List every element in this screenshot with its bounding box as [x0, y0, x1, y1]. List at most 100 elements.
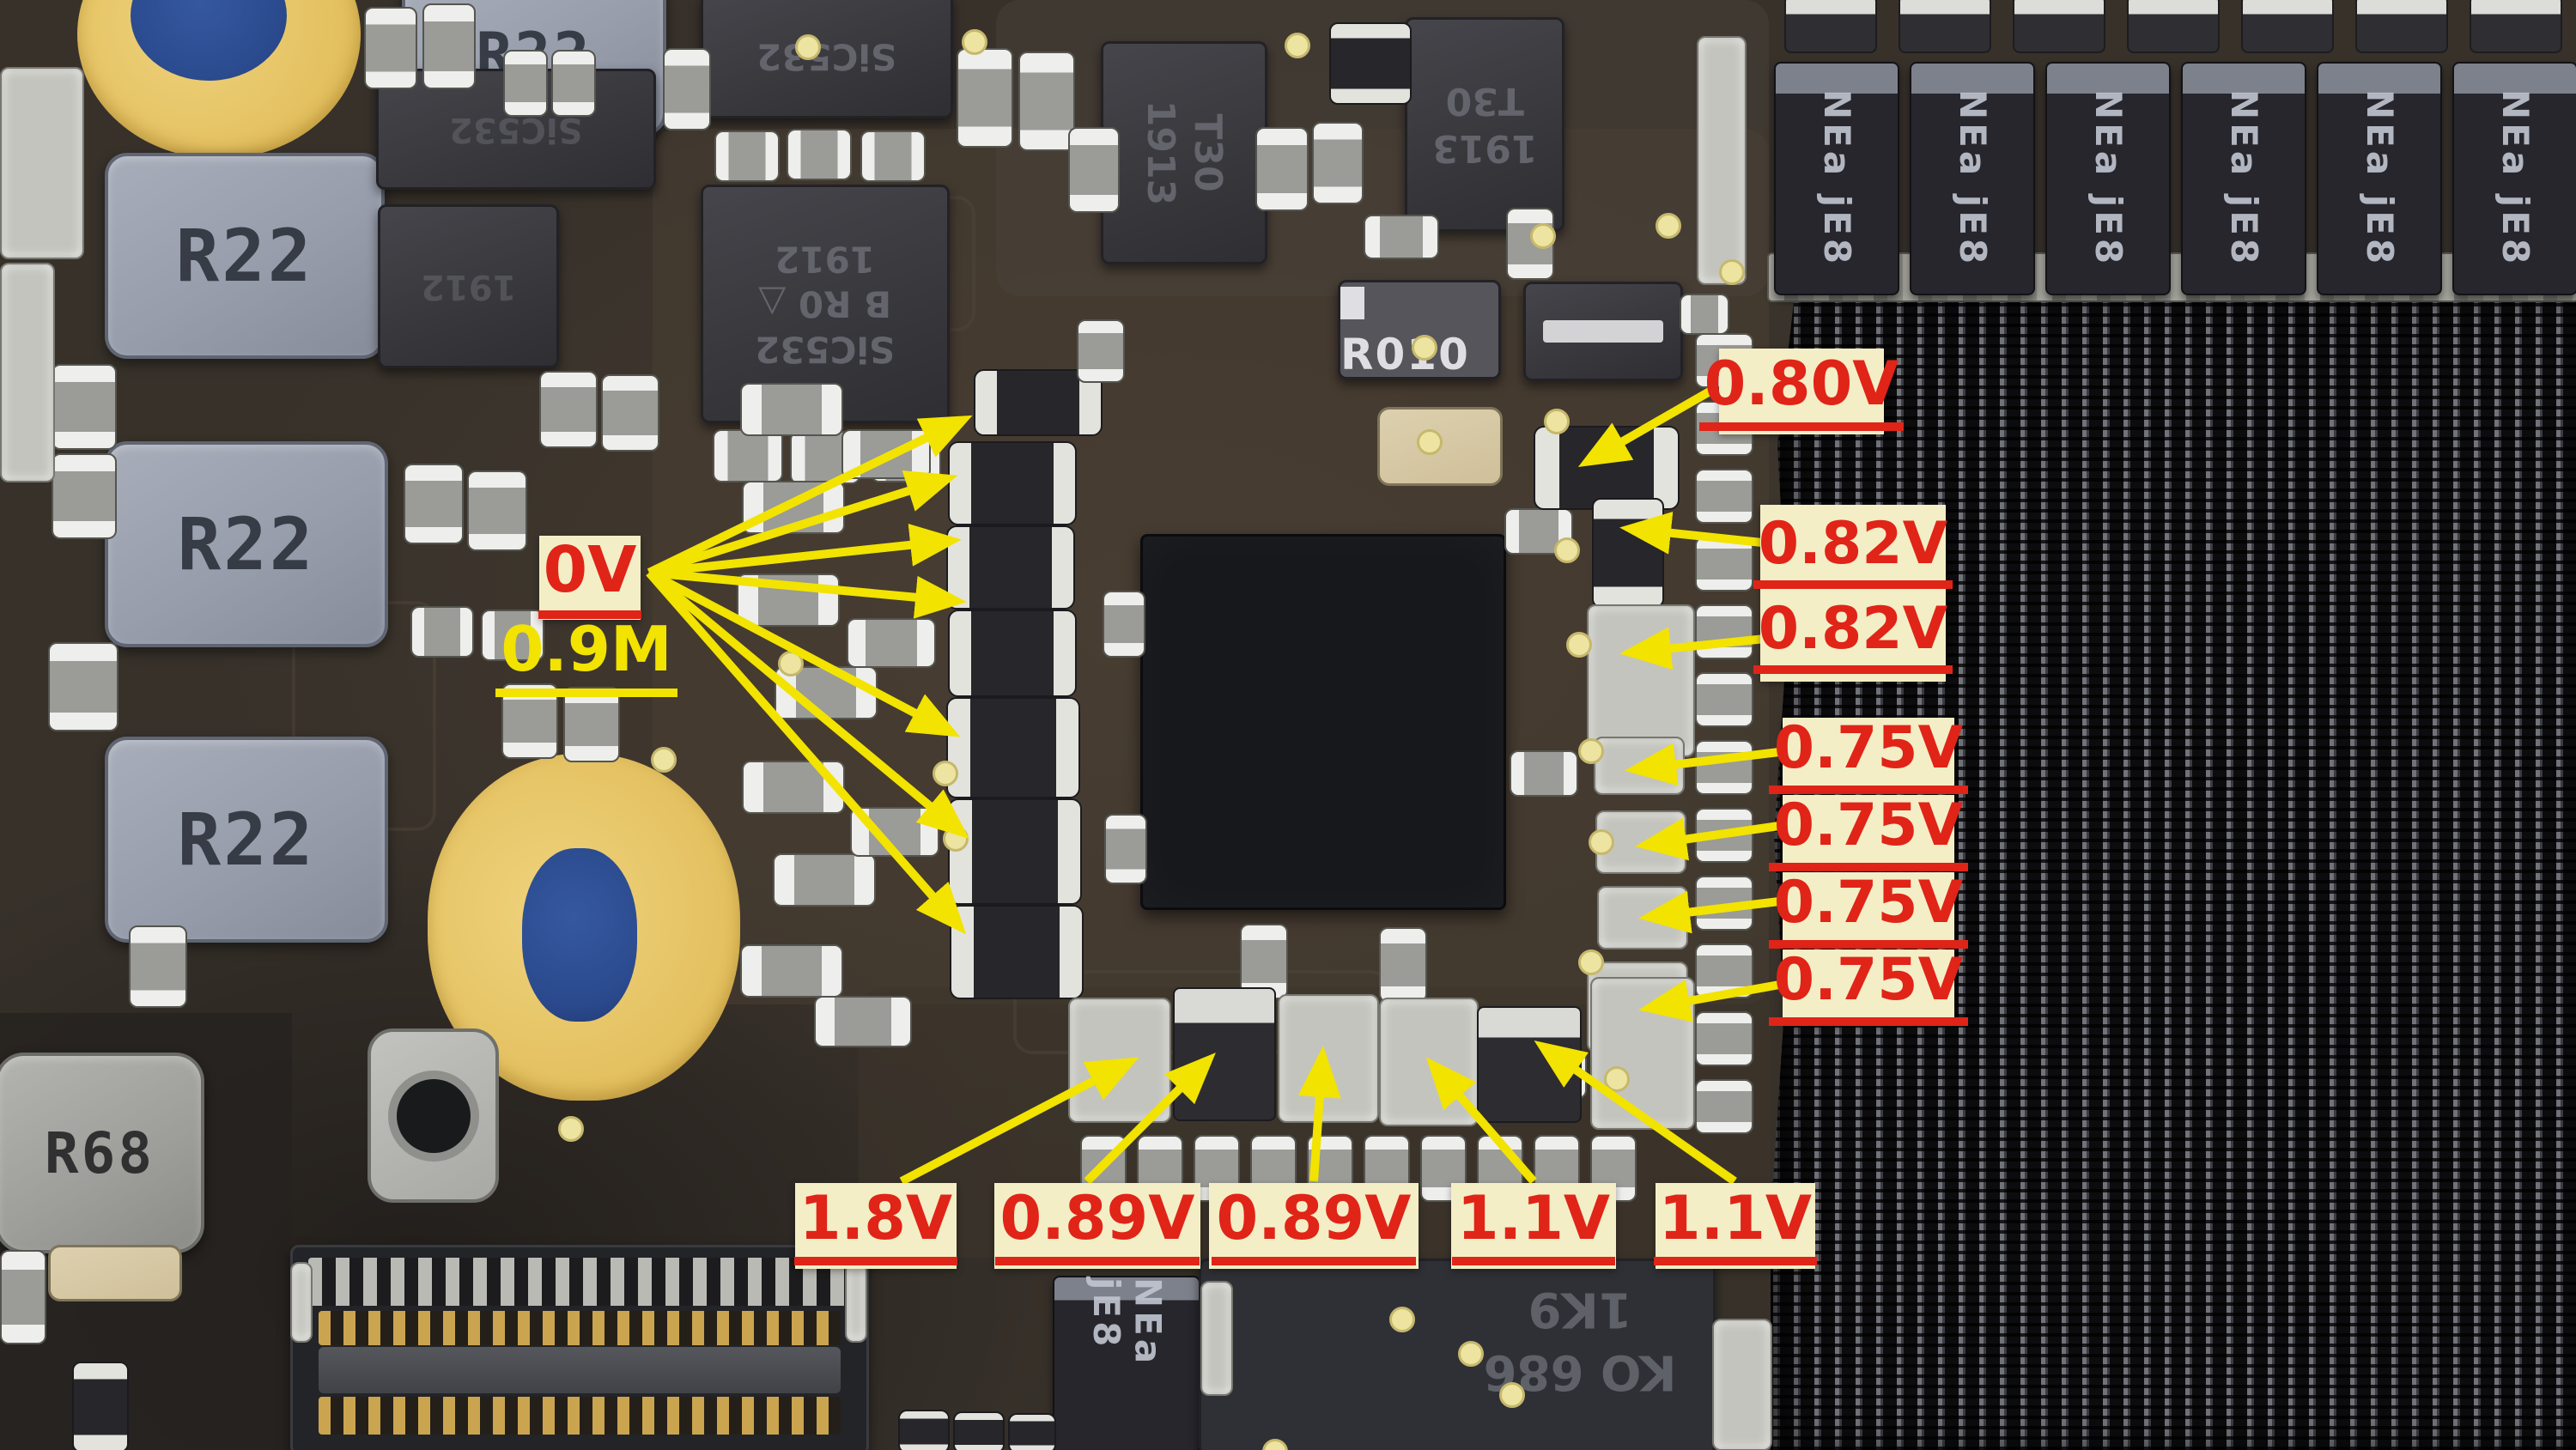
inductor-r22-2: R22 [105, 441, 388, 647]
annotation-arrow [1638, 980, 1785, 1022]
test-point [1554, 537, 1580, 563]
capacitor [52, 453, 117, 539]
inductor-r22-1: R22 [105, 153, 385, 359]
test-point [1719, 259, 1745, 285]
annotation-arrow [648, 568, 967, 619]
striped-chip [1523, 282, 1683, 381]
capacitor [1240, 924, 1288, 999]
annotation-arrow [648, 523, 962, 577]
capacitor [948, 610, 1077, 697]
capacitor [714, 130, 780, 182]
voltage-label-0.9m: 0.9M [489, 617, 683, 697]
test-point [1589, 829, 1614, 855]
voltage-label-1.1v-1: 1.1V [1451, 1183, 1616, 1269]
capacitor [742, 761, 845, 814]
voltage-label-0.89v-1: 0.89V [994, 1183, 1200, 1269]
capacitor [1329, 22, 1412, 105]
board-connector [290, 1245, 869, 1450]
capacitor [1899, 0, 1991, 53]
bga-chip [1140, 534, 1506, 910]
test-point [1578, 738, 1604, 764]
test-point [1458, 1341, 1484, 1367]
capacitor [1312, 122, 1364, 204]
capacitor [410, 606, 474, 658]
capacitor [1008, 1413, 1056, 1450]
qfn-chip-1913-right: 1913 T30 [1405, 17, 1564, 232]
test-point [1412, 335, 1437, 361]
solder-pad [1697, 36, 1747, 285]
test-point [651, 747, 677, 773]
capacitor [847, 618, 936, 668]
solder-pad [1712, 1319, 1772, 1450]
capacitor [467, 470, 527, 551]
solder-pad [0, 263, 55, 482]
capacitor [1695, 672, 1753, 727]
connector-body [319, 1347, 841, 1393]
capacitor [1077, 319, 1125, 383]
capacitor [1510, 750, 1578, 797]
voltage-label-1.1v-2: 1.1V [1653, 1183, 1818, 1269]
annotation-arrow [1638, 890, 1780, 934]
cap-marking: NEa jE8 [2359, 89, 2402, 268]
test-point [1417, 429, 1443, 455]
capacitor [2241, 0, 2334, 53]
screw-boss [368, 1028, 499, 1203]
annotation-arrow [1534, 1040, 1737, 1186]
annotation-arrow [1625, 743, 1780, 786]
capacitor [974, 369, 1103, 436]
mosfet-chip: 1912 [378, 204, 559, 368]
capacitor [364, 7, 417, 89]
test-point [1389, 1307, 1415, 1332]
screw-hole [387, 1070, 479, 1162]
capacitor [1103, 591, 1145, 658]
capacitor [1364, 215, 1439, 259]
cap-marking: NEa jE8 [2223, 89, 2266, 268]
capacitor [1104, 814, 1147, 884]
test-point [1566, 632, 1592, 658]
capacitor [957, 48, 1013, 148]
annotation-arrow [899, 1057, 1139, 1186]
tantalum-cap-nea: NEa jE8 [2181, 62, 2306, 295]
tantalum-cap-nea: NEa jE8 [2452, 62, 2576, 295]
annotation-arrow [647, 415, 973, 577]
annotation-arrow [646, 569, 967, 935]
connector-pins-outer [308, 1258, 851, 1306]
capacitor [773, 853, 876, 907]
gold-oval-hole [522, 848, 637, 1022]
capacitor [539, 371, 598, 448]
cap-marking: NEa jE8 [2494, 89, 2537, 268]
cap-marking: NEa jE8 [1952, 89, 1995, 268]
mosfet-sic532-top: SiC532 [701, 0, 953, 118]
voltage-label-0.82v-pair: 0.82V 0.82V [1753, 505, 1953, 682]
annotation-arrow [1577, 384, 1718, 467]
test-point [962, 29, 987, 55]
capacitor [1018, 52, 1075, 151]
capacitor [948, 798, 1082, 905]
connector-pins-gold-bottom [319, 1397, 841, 1435]
capacitor [481, 610, 544, 661]
qfn-chip-1913-left: T30 1913 [1101, 41, 1267, 264]
connector-pins-gold-top [319, 1311, 841, 1345]
tantalum-cap-nea: NEa jE8 [2045, 62, 2171, 295]
voltage-label-0.75v-1: 0.75V [1768, 718, 1969, 794]
voltage-label-1.8v: 1.8V [793, 1183, 958, 1269]
test-point [1530, 223, 1556, 249]
capacitor [946, 697, 1080, 798]
voltage-label-0.75v-3: 0.75V [1768, 872, 1969, 949]
capacitor [1695, 469, 1753, 524]
capacitor [563, 687, 620, 762]
tantalum-cap-nea: NEa jE8 [2317, 62, 2442, 295]
capacitor-tan [48, 1245, 182, 1301]
solder-pad [1587, 604, 1695, 757]
test-point [1285, 33, 1310, 58]
capacitor [404, 464, 464, 544]
solder-pad [845, 1262, 867, 1343]
capacitor [72, 1362, 129, 1450]
voltage-label-0v: 0V [538, 536, 642, 620]
capacitor [898, 1410, 950, 1450]
test-point [795, 34, 821, 60]
annotation-arrow [646, 569, 969, 839]
